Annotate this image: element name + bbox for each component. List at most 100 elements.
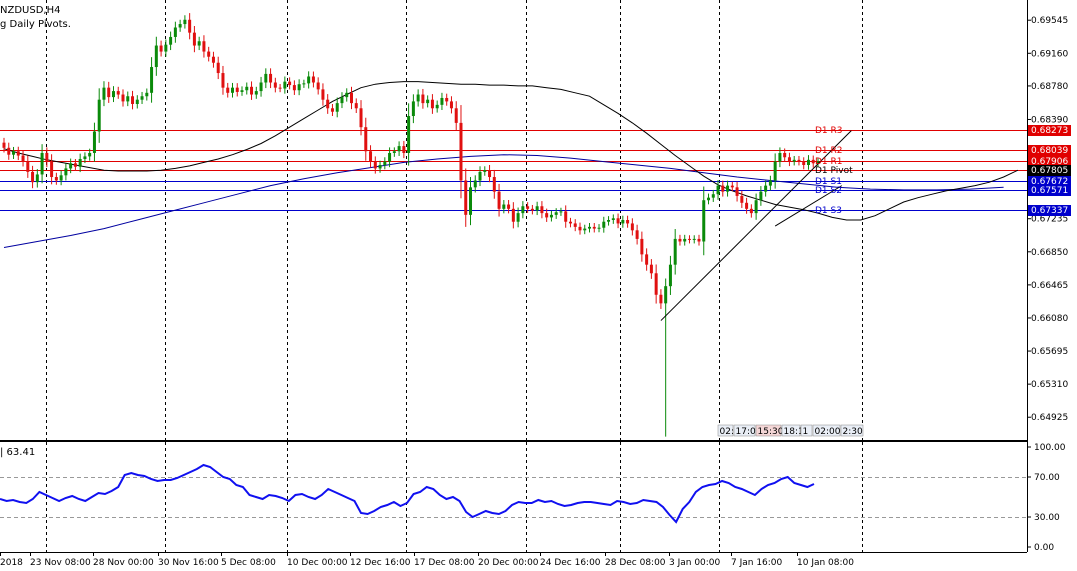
trendline[interactable] (774, 185, 843, 227)
candle-bearish (454, 108, 458, 123)
candle-bullish (78, 158, 82, 167)
candle-bearish (330, 108, 334, 112)
x-axis-tick-label: 2018 (0, 558, 23, 568)
candle-bearish (526, 206, 530, 209)
candle-bearish (735, 187, 739, 196)
candle-bearish (207, 51, 211, 57)
candle-bearish (654, 273, 658, 295)
x-axis-tick-label: 7 Jan 16:00 (731, 558, 783, 568)
session-clock-label: 2:30 (843, 427, 863, 437)
oscillator-axis-tick-label: 0.00 (1034, 543, 1054, 553)
candle-bearish (730, 185, 734, 188)
candle-bullish (35, 174, 39, 183)
y-axis-tick-label: 0.66465 (1031, 281, 1068, 291)
x-axis-tick-label: 3 Jan 00:00 (669, 558, 721, 568)
candle-bullish (97, 99, 101, 132)
candle-bullish (126, 96, 130, 102)
session-clock-box (800, 424, 813, 437)
candle-bearish (421, 94, 425, 104)
candle-bearish (787, 157, 791, 162)
candle-bullish (145, 92, 149, 97)
candle-bullish (683, 238, 687, 242)
session-clock-box (812, 424, 841, 437)
candle-bullish (416, 94, 420, 102)
candle-bullish (12, 151, 16, 155)
candle-bearish (202, 41, 206, 52)
oscillator-axis-tick-label: 30.00 (1034, 513, 1060, 523)
candle-bullish (611, 218, 615, 220)
candle-bullish (307, 76, 311, 84)
candle-bullish (88, 152, 92, 157)
pivot-label: D1 S2 (815, 186, 842, 196)
candle-bearish (630, 223, 634, 231)
candle-bearish (159, 45, 163, 52)
y-axis-tick-label: 0.66850 (1031, 248, 1068, 258)
candle-bullish (726, 185, 730, 192)
candle-bullish (759, 191, 763, 201)
candle-bullish (335, 103, 339, 112)
session-clock-label: 18:1 (784, 427, 804, 437)
trendline[interactable] (660, 130, 852, 321)
candle-bearish (211, 56, 215, 63)
x-axis-tick-label: 28 Dec 08:00 (605, 558, 666, 568)
candle-bullish (83, 156, 87, 159)
candle-bearish (288, 81, 292, 86)
candle-bullish (388, 152, 392, 162)
candle-bearish (464, 180, 468, 215)
candle-bullish (707, 197, 711, 201)
candle-bullish (64, 168, 68, 176)
candle-bearish (45, 152, 49, 162)
candle-bullish (169, 36, 173, 45)
candle-bullish (473, 180, 477, 188)
y-axis-tick-label: 0.64925 (1031, 413, 1068, 423)
candle-bullish (178, 24, 182, 28)
candle-bullish (264, 73, 268, 83)
x-axis-tick-label: 12 Dec 16:00 (350, 558, 411, 568)
price-tag-label: 0.67337 (1031, 206, 1068, 216)
candle-bearish (640, 238, 644, 255)
y-axis-tick-label: 0.68390 (1031, 115, 1068, 125)
candle-bearish (649, 264, 653, 274)
candle-bullish (549, 214, 553, 218)
candle-bullish (240, 90, 244, 92)
y-axis-tick-label: 0.65310 (1031, 380, 1068, 390)
x-axis-tick-label: 23 Nov 08:00 (30, 558, 91, 568)
candle-bearish (235, 87, 239, 92)
candle-bearish (811, 159, 815, 164)
candle-bullish (778, 152, 782, 162)
candle-bearish (116, 91, 120, 95)
candle-bullish (383, 161, 387, 165)
candle-bearish (192, 32, 196, 46)
moving-average-fast-line (3, 81, 1019, 221)
price-tag-label: 0.67805 (1031, 166, 1068, 176)
price-tag (1028, 145, 1071, 156)
candle-bearish (797, 159, 801, 162)
candle-bearish (311, 76, 315, 83)
candle-bearish (269, 73, 273, 83)
oscillator-line (0, 463, 815, 524)
session-clock-label: 02: (720, 427, 734, 437)
price-tag (1028, 125, 1071, 136)
candle-bullish (150, 67, 154, 93)
y-axis-tick-label: 0.67235 (1031, 215, 1068, 225)
candle-bearish (511, 208, 515, 222)
x-axis-tick-label: 24 Dec 16:00 (540, 558, 601, 568)
session-clock-box (733, 424, 756, 437)
candle-bearish (7, 147, 11, 155)
candle-bullish (516, 213, 520, 222)
candle-bullish (140, 96, 144, 100)
session-clock-label: 1 (803, 427, 809, 437)
candle-bearish (273, 82, 277, 88)
y-axis-tick-label: 0.68780 (1031, 82, 1068, 92)
oscillator-label: | 63.41 (0, 447, 35, 458)
candle-bearish (73, 163, 77, 167)
candle-bullish (711, 194, 715, 198)
candle-bullish (521, 206, 525, 214)
candle-bearish (292, 85, 296, 91)
candle-bearish (678, 238, 682, 242)
candle-bullish (340, 97, 344, 104)
candle-bullish (816, 161, 820, 164)
price-tag-label: 0.68039 (1031, 146, 1068, 156)
